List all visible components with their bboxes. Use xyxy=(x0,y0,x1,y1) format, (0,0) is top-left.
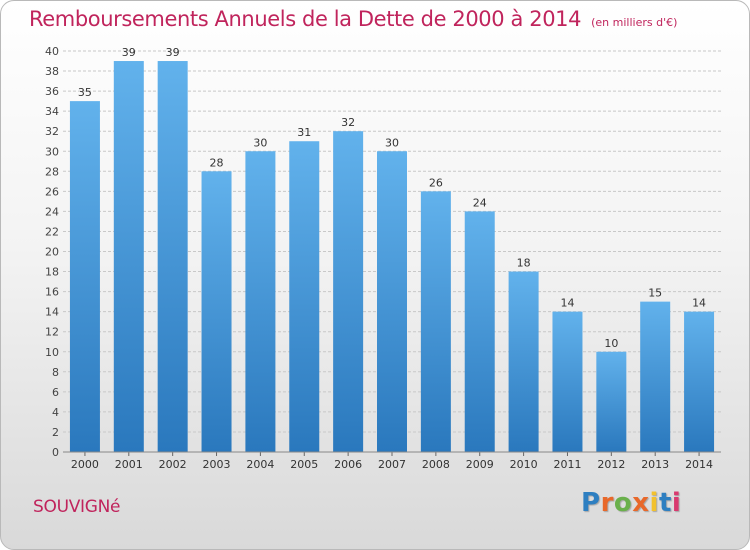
y-tick-label: 18 xyxy=(45,266,59,279)
value-label-2008: 26 xyxy=(429,176,443,189)
bar-2009 xyxy=(464,211,495,452)
y-tick-label: 36 xyxy=(45,85,59,98)
y-tick-label: 24 xyxy=(45,205,59,218)
bar-2007 xyxy=(377,151,407,452)
logo-letter: i xyxy=(671,488,682,518)
x-tick-label-2012: 2012 xyxy=(597,458,625,471)
value-label-2004: 30 xyxy=(253,136,267,149)
value-label-2007: 30 xyxy=(385,136,399,149)
value-label-2003: 28 xyxy=(210,156,224,169)
value-label-2013: 15 xyxy=(648,287,662,300)
y-tick-label: 0 xyxy=(52,446,59,459)
x-tick-label-2001: 2001 xyxy=(115,458,143,471)
x-tick-label-2002: 2002 xyxy=(159,458,187,471)
x-tick-label-2014: 2014 xyxy=(685,458,713,471)
x-tick-label-2005: 2005 xyxy=(290,458,318,471)
value-label-2006: 32 xyxy=(341,116,355,129)
value-label-2011: 14 xyxy=(560,297,574,310)
x-tick-label-2000: 2000 xyxy=(71,458,99,471)
x-axis-ticks: 2000 2001 2002 2003 2004 2005 2006 2007 2008 2009… xyxy=(71,452,713,471)
x-tick-label-2009: 2009 xyxy=(466,458,494,471)
chart-unit: (en milliers d'€) xyxy=(591,16,678,29)
y-tick-label: 10 xyxy=(45,346,59,359)
bar-2011 xyxy=(552,311,583,452)
x-tick-label-2011: 2011 xyxy=(553,458,581,471)
y-tick-label: 38 xyxy=(45,65,59,78)
bar-2000 xyxy=(69,101,100,452)
y-tick-label: 30 xyxy=(45,145,59,158)
bar-2013 xyxy=(640,301,671,452)
y-tick-label: 34 xyxy=(45,105,59,118)
bar-2014 xyxy=(684,311,715,452)
x-tick-label-2013: 2013 xyxy=(641,458,669,471)
y-tick-label: 32 xyxy=(45,125,59,138)
y-tick-label: 4 xyxy=(52,406,59,419)
bar-2005 xyxy=(289,141,320,452)
logo-letter: r xyxy=(600,488,614,518)
bar-2003 xyxy=(201,171,232,453)
value-label-2001: 39 xyxy=(122,46,136,59)
bar-2002 xyxy=(157,61,188,453)
y-tick-label: 40 xyxy=(45,45,59,58)
proxiti-logo: Proxiti xyxy=(581,488,681,518)
value-label-2000: 35 xyxy=(78,86,92,99)
y-tick-label: 6 xyxy=(52,386,59,399)
chart-title-text: Remboursements Annuels de la Dette de 20… xyxy=(29,7,582,31)
y-tick-label: 8 xyxy=(52,366,59,379)
bar-2010 xyxy=(508,271,539,452)
bars xyxy=(69,61,715,453)
bar-2008 xyxy=(420,191,451,452)
value-label-2010: 18 xyxy=(517,257,531,270)
x-tick-label-2007: 2007 xyxy=(378,458,406,471)
bar-2001 xyxy=(113,61,144,453)
chart-title: Remboursements Annuels de la Dette de 20… xyxy=(29,7,677,31)
x-tick-label-2008: 2008 xyxy=(422,458,450,471)
y-tick-label: 14 xyxy=(45,306,59,319)
x-tick-label-2006: 2006 xyxy=(334,458,362,471)
x-tick-label-2010: 2010 xyxy=(510,458,538,471)
value-label-2014: 14 xyxy=(692,297,706,310)
x-tick-label-2004: 2004 xyxy=(246,458,274,471)
x-tick-label-2003: 2003 xyxy=(203,458,231,471)
logo-letter: x xyxy=(632,488,650,518)
y-tick-label: 2 xyxy=(52,426,59,439)
value-label-2005: 31 xyxy=(297,126,311,139)
value-label-2009: 24 xyxy=(473,196,487,209)
commune-name: SOUVIGNé xyxy=(33,497,121,517)
y-tick-label: 22 xyxy=(45,225,59,238)
y-tick-label: 16 xyxy=(45,286,59,299)
y-tick-label: 26 xyxy=(45,185,59,198)
value-label-2002: 39 xyxy=(166,46,180,59)
logo-letter: t xyxy=(658,488,672,518)
value-labels: 35 39 39 28 30 31 32 30 26 24 18 14 10 15 14 xyxy=(78,46,706,350)
y-tick-label: 12 xyxy=(45,326,59,339)
y-tick-label: 28 xyxy=(45,165,59,178)
y-tick-label: 20 xyxy=(45,246,59,259)
logo-letter: P xyxy=(581,488,601,518)
value-label-2012: 10 xyxy=(604,337,618,350)
logo-letter: i xyxy=(649,488,659,518)
bar-2004 xyxy=(245,151,276,452)
bar-2006 xyxy=(333,131,364,452)
bar-2012 xyxy=(596,351,627,452)
logo-letter: o xyxy=(613,488,633,518)
